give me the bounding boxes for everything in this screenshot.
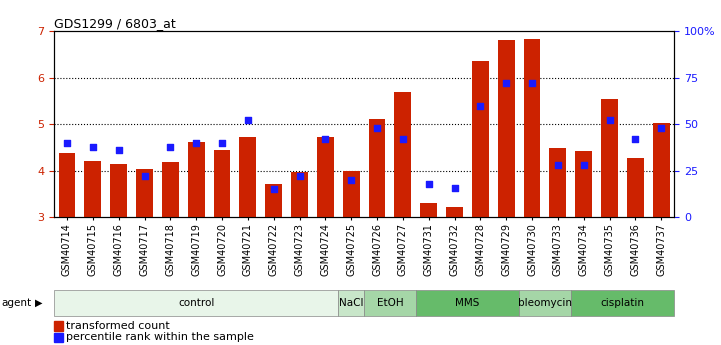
Bar [58, 153, 76, 217]
Bar [84, 161, 101, 217]
Text: bleomycin: bleomycin [518, 298, 572, 308]
Text: cisplatin: cisplatin [601, 298, 645, 308]
Point [578, 162, 590, 168]
Bar [446, 207, 463, 217]
Bar [549, 148, 566, 217]
Bar [627, 158, 644, 217]
Text: transformed count: transformed count [66, 321, 169, 331]
Point [242, 118, 254, 123]
Point [87, 144, 99, 149]
Bar [54, 290, 338, 316]
Point [268, 187, 280, 192]
Point [293, 174, 305, 179]
Bar [342, 171, 360, 217]
Bar [162, 162, 179, 217]
Bar [364, 290, 416, 316]
Bar [601, 99, 618, 217]
Text: control: control [178, 298, 214, 308]
Bar [653, 123, 670, 217]
Bar [368, 119, 386, 217]
Point [474, 103, 486, 108]
Bar [291, 172, 308, 217]
Text: percentile rank within the sample: percentile rank within the sample [66, 333, 254, 342]
Bar [575, 151, 592, 217]
Bar [110, 164, 127, 217]
Text: EtOH: EtOH [376, 298, 403, 308]
Point [423, 181, 435, 187]
Bar [317, 137, 334, 217]
Point [371, 125, 383, 131]
Bar [187, 142, 205, 217]
Point [526, 80, 538, 86]
Text: ▶: ▶ [35, 298, 42, 308]
Bar [519, 290, 571, 316]
Point [655, 125, 667, 131]
Bar [394, 91, 411, 217]
Point [397, 136, 409, 142]
Bar [338, 290, 364, 316]
Point [190, 140, 202, 146]
Point [113, 148, 125, 153]
Point [345, 177, 357, 183]
Bar [136, 169, 153, 217]
Text: NaCl: NaCl [339, 298, 363, 308]
Point [138, 174, 150, 179]
Point [448, 185, 460, 190]
Bar [416, 290, 519, 316]
Bar [239, 137, 256, 217]
Text: agent: agent [1, 298, 32, 308]
Bar [213, 150, 231, 217]
Bar [420, 204, 437, 217]
Point [500, 80, 512, 86]
Point [629, 136, 641, 142]
Bar [523, 39, 541, 217]
Text: MMS: MMS [455, 298, 479, 308]
Point [164, 144, 176, 149]
Bar [497, 40, 515, 217]
Point [319, 136, 331, 142]
Point [603, 118, 615, 123]
Bar [571, 290, 674, 316]
Text: GDS1299 / 6803_at: GDS1299 / 6803_at [54, 17, 176, 30]
Point [552, 162, 564, 168]
Point [61, 140, 73, 146]
Point [216, 140, 228, 146]
Bar [472, 61, 489, 217]
Bar [265, 184, 282, 217]
